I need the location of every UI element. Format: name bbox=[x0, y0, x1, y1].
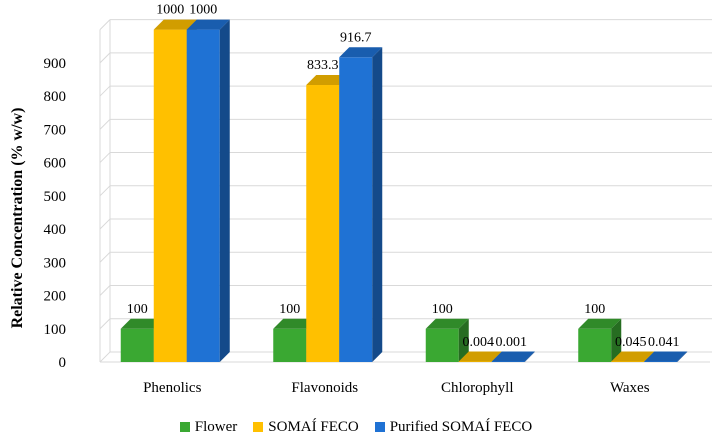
data-label: 0.004 bbox=[463, 335, 495, 350]
bar-side bbox=[372, 47, 383, 363]
bar-front bbox=[425, 328, 459, 362]
gridline-depth bbox=[99, 52, 111, 64]
bar-top bbox=[578, 318, 622, 329]
gridline-depth bbox=[99, 85, 111, 97]
x-tick-labels: Phenolics Flavonoids Chlorophyll Waxes bbox=[143, 380, 650, 396]
data-label: 1000 bbox=[189, 3, 217, 18]
bar-top bbox=[425, 318, 469, 329]
data-label: 100 bbox=[127, 302, 148, 317]
data-label: 0.041 bbox=[648, 335, 680, 350]
bar-front bbox=[273, 328, 307, 362]
x-tick-label: Phenolics bbox=[143, 380, 201, 396]
x-tick-label: Flavonoids bbox=[291, 380, 358, 396]
bar-top bbox=[491, 351, 535, 362]
gridline-depth bbox=[99, 118, 111, 130]
bar bbox=[425, 318, 469, 362]
bar-top bbox=[186, 19, 230, 30]
bar-side bbox=[677, 351, 688, 362]
gridline-depth bbox=[99, 185, 111, 197]
legend-item-purified-somai-feco: Purified SOMAÍ FECO bbox=[374, 418, 533, 436]
gridline-depth bbox=[99, 351, 111, 363]
y-tick-label: 500 bbox=[44, 189, 67, 205]
gridline-depth bbox=[99, 152, 111, 163]
bar-top bbox=[644, 351, 688, 362]
bar bbox=[491, 351, 535, 362]
legend-label-somai-feco: SOMAÍ FECO bbox=[268, 418, 359, 435]
data-label: 0.001 bbox=[496, 335, 528, 350]
data-label: 100 bbox=[584, 302, 605, 317]
bar-top bbox=[273, 318, 317, 329]
legend-label-flower: Flower bbox=[194, 418, 238, 435]
bar-side bbox=[524, 351, 535, 362]
bar-side bbox=[458, 318, 469, 362]
gridline-depth bbox=[99, 285, 111, 296]
bar-top bbox=[306, 75, 350, 86]
bar-front bbox=[120, 328, 154, 362]
data-label: 833.3 bbox=[307, 58, 339, 73]
y-tick-label: 700 bbox=[44, 122, 67, 138]
y-tick-label: 900 bbox=[44, 56, 67, 72]
gridline-depth bbox=[99, 251, 111, 263]
y-tick-label: 0 bbox=[59, 355, 67, 371]
y-tick-label: 300 bbox=[44, 255, 67, 271]
data-label: 100 bbox=[279, 302, 300, 317]
gridline-depth bbox=[99, 19, 111, 30]
x-tick-label: Waxes bbox=[610, 380, 650, 396]
bar-front bbox=[306, 85, 340, 362]
bar-top bbox=[611, 351, 655, 362]
y-tick-label: 400 bbox=[44, 222, 67, 238]
bar-side bbox=[219, 19, 230, 362]
data-label: 916.7 bbox=[340, 30, 372, 45]
gridline-depth bbox=[99, 318, 111, 330]
data-label: 0.045 bbox=[615, 335, 647, 350]
legend-swatch-somai-feco bbox=[253, 422, 264, 432]
y-axis-label: Relative Concentration (% w/w) bbox=[9, 108, 26, 329]
legend-swatch-flower bbox=[179, 422, 190, 432]
bars bbox=[120, 19, 688, 363]
bar bbox=[186, 19, 230, 362]
bar-front bbox=[611, 361, 645, 362]
bar-front bbox=[458, 361, 492, 362]
y-tick-label: 600 bbox=[44, 156, 67, 172]
bar-side bbox=[611, 318, 622, 362]
bar-front bbox=[644, 361, 678, 362]
bar-front bbox=[578, 328, 612, 362]
legend: Flower SOMAÍ FECO Purified SOMAÍ FECO bbox=[0, 416, 712, 438]
bar-front bbox=[153, 29, 187, 362]
bar-front bbox=[339, 57, 373, 363]
legend-swatch-purified-somai-feco bbox=[374, 422, 385, 432]
legend-item-flower: Flower bbox=[179, 418, 238, 436]
y-tick-labels: 0 100 200 300 400 500 600 700 800 900 bbox=[44, 56, 67, 371]
y-tick-label: 800 bbox=[44, 89, 67, 105]
bar-front bbox=[186, 29, 220, 362]
y-tick-label: 200 bbox=[44, 289, 67, 305]
legend-label-purified-somai-feco: Purified SOMAÍ FECO bbox=[389, 418, 533, 435]
legend-item-somai-feco: SOMAÍ FECO bbox=[253, 418, 359, 436]
bar bbox=[339, 47, 383, 363]
bar-top bbox=[153, 19, 197, 30]
bar-front bbox=[491, 361, 525, 362]
bar bbox=[578, 318, 622, 362]
bar-top bbox=[339, 47, 383, 58]
data-label: 1000 bbox=[156, 3, 184, 18]
x-tick-label: Chlorophyll bbox=[441, 380, 514, 396]
y-tick-label: 100 bbox=[44, 322, 67, 338]
bar bbox=[644, 351, 688, 362]
gridline-depth bbox=[99, 218, 111, 230]
bar-top bbox=[120, 318, 164, 329]
data-label: 100 bbox=[432, 302, 453, 317]
bar-top bbox=[458, 351, 502, 362]
